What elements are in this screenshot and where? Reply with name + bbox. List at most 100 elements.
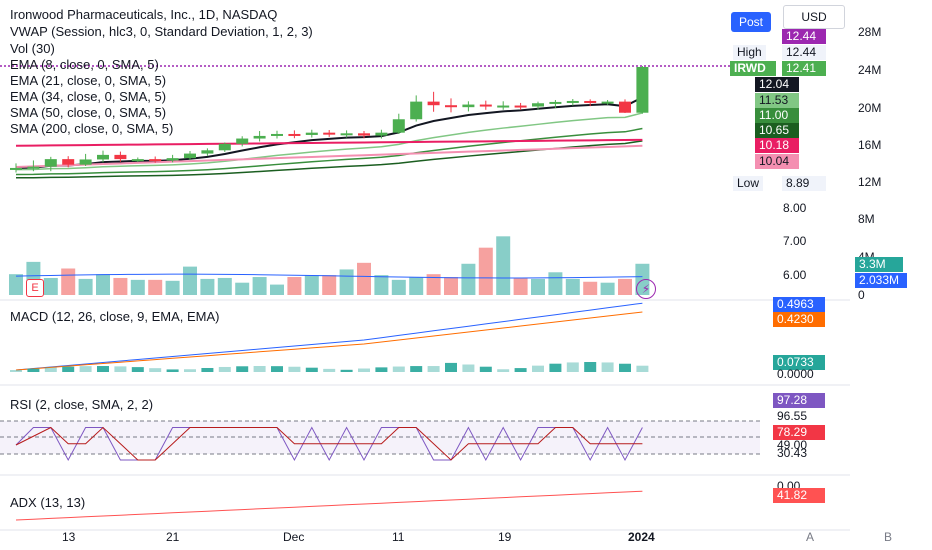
volume-bar [183, 266, 197, 295]
macd-histogram-bar [305, 367, 318, 372]
ema8-tag: 12.04 [755, 77, 799, 92]
ema21-line [15, 112, 643, 171]
candle-body [201, 150, 214, 154]
vwap-legend[interactable]: VWAP (Session, hlc3, 0, Standard Deviati… [10, 24, 313, 39]
currency-button[interactable]: USD [783, 5, 845, 29]
volume-bar [96, 274, 110, 295]
symbol-tag: IRWD [730, 61, 776, 76]
volume-bar [548, 272, 563, 295]
date-tick-label: Dec [283, 530, 304, 544]
price-candles [10, 66, 649, 173]
volume-bar [200, 278, 215, 295]
high-value-tag: 12.44 [782, 45, 826, 60]
lightning-icon[interactable]: ⚡︎ [636, 279, 656, 299]
candle-body [62, 159, 75, 165]
volume-bar [287, 277, 302, 295]
candle-body [166, 158, 179, 161]
candle-body [271, 133, 283, 136]
volume-tick-label: 28M [858, 25, 881, 39]
candle-body [462, 104, 475, 108]
low-value-tag: 8.89 [782, 176, 826, 191]
volume-bar [252, 277, 267, 295]
candle-body [79, 159, 92, 165]
candle-body [149, 159, 162, 162]
volume-bar [322, 275, 337, 295]
candle-body [131, 159, 144, 162]
macd-histogram-bar [288, 366, 301, 372]
rsi-legend[interactable]: RSI (2, close, SMA, 2, 2) [10, 397, 154, 412]
volume-ma-line [15, 273, 643, 279]
macd-histogram-bar [166, 369, 179, 372]
volume-bar [339, 269, 354, 295]
macd-histogram-bar [149, 368, 162, 372]
volume-bar [61, 268, 76, 295]
post-button[interactable]: Post [731, 12, 771, 32]
candle-body [184, 153, 196, 159]
volume-bar [600, 282, 615, 295]
candle-body [10, 167, 22, 170]
candle-body [549, 101, 562, 104]
macd-histogram-bar [10, 370, 22, 372]
macd-histogram-bar [410, 366, 423, 372]
candle-body [392, 119, 405, 133]
macd-histogram-bar [271, 366, 283, 372]
volume-bar [165, 280, 180, 295]
auto-scale-button[interactable]: A [806, 530, 814, 544]
adx-tag: 41.82 [773, 488, 825, 503]
macd-histogram-bar [201, 367, 214, 372]
volume-tick-label: 16M [858, 138, 881, 152]
date-tick-label: 21 [166, 530, 180, 544]
adx-legend[interactable]: ADX (13, 13) [10, 495, 86, 510]
macd-histogram-bar [601, 362, 614, 372]
price-tick-label: 7.00 [783, 234, 807, 248]
macd-histogram-bar [462, 364, 475, 372]
candle-body [358, 133, 370, 136]
candle-body [445, 105, 457, 108]
sma200-legend[interactable]: SMA (200, close, 0, SMA, 5) [10, 121, 174, 136]
sma200-tag: 10.18 [755, 138, 799, 153]
volume-bar [148, 279, 163, 295]
ema21-legend[interactable]: EMA (21, close, 0, SMA, 5) [10, 73, 167, 88]
macd-histogram-bar [79, 366, 92, 372]
volume-bar [565, 278, 580, 295]
volume-bar [9, 274, 23, 295]
candle-body [97, 154, 109, 160]
log-scale-button[interactable]: B [884, 530, 892, 544]
sma50-legend[interactable]: SMA (50, close, 0, SMA, 5) [10, 105, 167, 120]
macd-hist-tag: 0.0733 [773, 355, 825, 370]
sma50-tag: 10.65 [755, 123, 799, 138]
macd-histogram-bar [479, 366, 492, 372]
candle-body [427, 101, 440, 106]
candle-body [340, 133, 353, 136]
price-tick-label: 8.00 [783, 201, 807, 215]
macd-histogram-bar [62, 366, 75, 372]
price-tick-label: 6.00 [783, 268, 807, 282]
vwap-tag: 12.44 [782, 29, 826, 44]
volume-bar [130, 279, 145, 295]
volume-legend[interactable]: Vol (30) [10, 41, 55, 56]
date-tick-label: 13 [62, 530, 76, 544]
candle-body [218, 143, 231, 151]
last-price-tag: 12.41 [782, 61, 826, 76]
macd-histogram-bar [497, 369, 510, 372]
grid-lines [0, 65, 850, 531]
earnings-marker[interactable]: E [26, 279, 44, 297]
macd-histogram-bar [549, 363, 562, 372]
sma200b-tag: 10.04 [755, 154, 799, 169]
date-tick-label: 2024 [628, 530, 655, 544]
sma200-line [15, 138, 643, 147]
high-label: High [733, 45, 766, 60]
macd-histogram-bar [427, 366, 440, 372]
volume-bar [391, 279, 406, 295]
rsi-upper-tag: 96.55 [777, 409, 808, 423]
candle-body [497, 105, 510, 108]
volume-bar [113, 277, 128, 295]
candle-body [566, 100, 579, 103]
volume-bar [374, 275, 389, 295]
volume-bar [618, 278, 632, 295]
macd-legend[interactable]: MACD (12, 26, close, 9, EMA, EMA) [10, 309, 220, 324]
volume-bar [513, 277, 528, 295]
ema8-legend[interactable]: EMA (8, close, 0, SMA, 5) [10, 57, 159, 72]
ema34-legend[interactable]: EMA (34, close, 0, SMA, 5) [10, 89, 167, 104]
